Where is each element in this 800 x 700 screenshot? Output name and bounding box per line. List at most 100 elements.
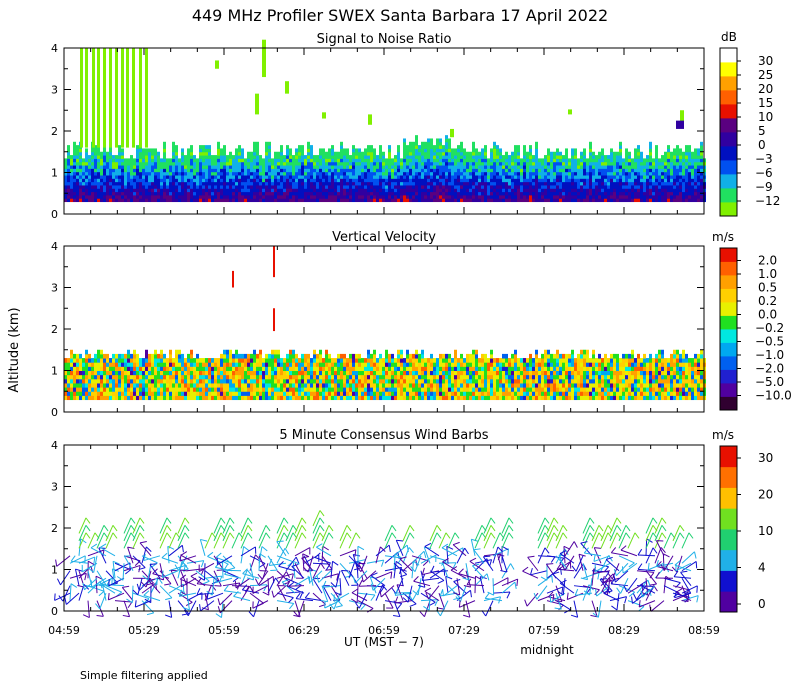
velocity-cell: [265, 374, 268, 380]
velocity-cell: [292, 353, 295, 359]
snr-cell: [418, 158, 421, 163]
snr-cell: [463, 181, 466, 186]
snr-cell: [565, 198, 568, 203]
snr-cell: [166, 184, 169, 189]
snr-cell: [202, 188, 205, 193]
velocity-cell: [409, 382, 412, 388]
snr-cell: [628, 178, 631, 183]
snr-cell: [355, 171, 358, 176]
snr-cell: [436, 155, 439, 159]
snr-cell: [499, 151, 502, 156]
snr-cell: [463, 148, 466, 153]
snr-cell: [292, 194, 295, 199]
snr-cell: [151, 191, 154, 196]
velocity-cell: [358, 362, 361, 367]
velocity-cell: [121, 370, 124, 376]
snr-cell: [403, 138, 406, 143]
snr-cell: [316, 181, 319, 186]
snr-cell: [406, 188, 409, 193]
velocity-cell: [211, 358, 214, 363]
snr-cell: [691, 161, 694, 166]
snr-cell: [370, 151, 373, 156]
snr-cell: [571, 161, 574, 166]
velocity-cell: [106, 366, 109, 371]
snr-cell: [220, 148, 223, 153]
snr-cell: [568, 194, 571, 199]
snr-cell: [85, 194, 88, 199]
snr-cell: [316, 171, 319, 176]
snr-cell: [418, 161, 421, 166]
snr-cell: [604, 155, 607, 159]
velocity-cell: [328, 387, 331, 392]
velocity-cell: [214, 362, 217, 367]
snr-cell: [334, 194, 337, 199]
snr-cell: [415, 171, 418, 176]
snr-cell: [250, 171, 253, 176]
snr-cell: [574, 155, 577, 159]
snr-cell: [388, 145, 391, 149]
snr-cell: [316, 198, 319, 203]
snr-cell: [346, 194, 349, 199]
snr-cell: [637, 184, 640, 189]
snr-cell: [367, 168, 370, 173]
snr-cell: [304, 191, 307, 196]
velocity-cell: [376, 378, 379, 384]
snr-cell: [358, 198, 361, 203]
snr-cell: [454, 174, 457, 179]
snr-cell: [340, 165, 343, 169]
snr-cell: [148, 168, 151, 173]
snr-cell: [295, 171, 298, 176]
snr-cell: [592, 181, 595, 186]
snr-cell: [163, 194, 166, 199]
snr-cell: [622, 161, 625, 166]
snr-cell: [325, 171, 328, 176]
velocity-cell: [385, 374, 388, 380]
snr-cell: [547, 151, 550, 156]
snr-cell: [304, 174, 307, 179]
snr-cell: [553, 178, 556, 183]
snr-cell: [184, 168, 187, 173]
velocity-cell: [373, 391, 376, 396]
velocity-cell: [124, 387, 127, 392]
velocity-cell: [370, 366, 373, 371]
snr-cell: [139, 158, 142, 163]
snr-cell: [235, 171, 238, 176]
snr-cell: [547, 155, 550, 159]
velocity-cell: [349, 387, 352, 392]
velocity-cell: [397, 391, 400, 396]
snr-cell: [583, 174, 586, 179]
snr-cell: [532, 198, 535, 203]
snr-cell: [544, 181, 547, 186]
snr-cell: [592, 178, 595, 183]
velocity-cell: [205, 358, 208, 363]
snr-cell: [640, 191, 643, 196]
velocity-cell: [85, 349, 88, 355]
velocity-cell: [250, 382, 253, 388]
snr-cell: [88, 158, 91, 163]
snr-cell: [487, 188, 490, 193]
velocity-cell: [88, 366, 91, 371]
snr-cell: [625, 194, 628, 199]
snr-cell: [313, 188, 316, 193]
snr-cell: [517, 184, 520, 189]
snr-cell: [157, 165, 160, 169]
velocity-cell: [73, 358, 76, 363]
snr-cell: [343, 151, 346, 156]
velocity-cell: [427, 358, 430, 363]
snr-cell: [259, 198, 262, 203]
snr-cell: [391, 161, 394, 166]
snr-cell: [130, 178, 133, 183]
snr-cell: [472, 174, 475, 179]
velocity-cell: [466, 395, 469, 401]
snr-cell: [160, 174, 163, 179]
snr-cell: [523, 158, 526, 163]
velocity-cell: [133, 387, 136, 392]
velocity-cell: [409, 374, 412, 380]
snr-cell: [370, 165, 373, 169]
velocity-cell: [106, 362, 109, 367]
velocity-cell: [430, 374, 433, 380]
velocity-cell: [124, 382, 127, 388]
velocity-cell: [340, 370, 343, 376]
snr-cell: [562, 165, 565, 169]
snr-cell: [238, 178, 241, 183]
